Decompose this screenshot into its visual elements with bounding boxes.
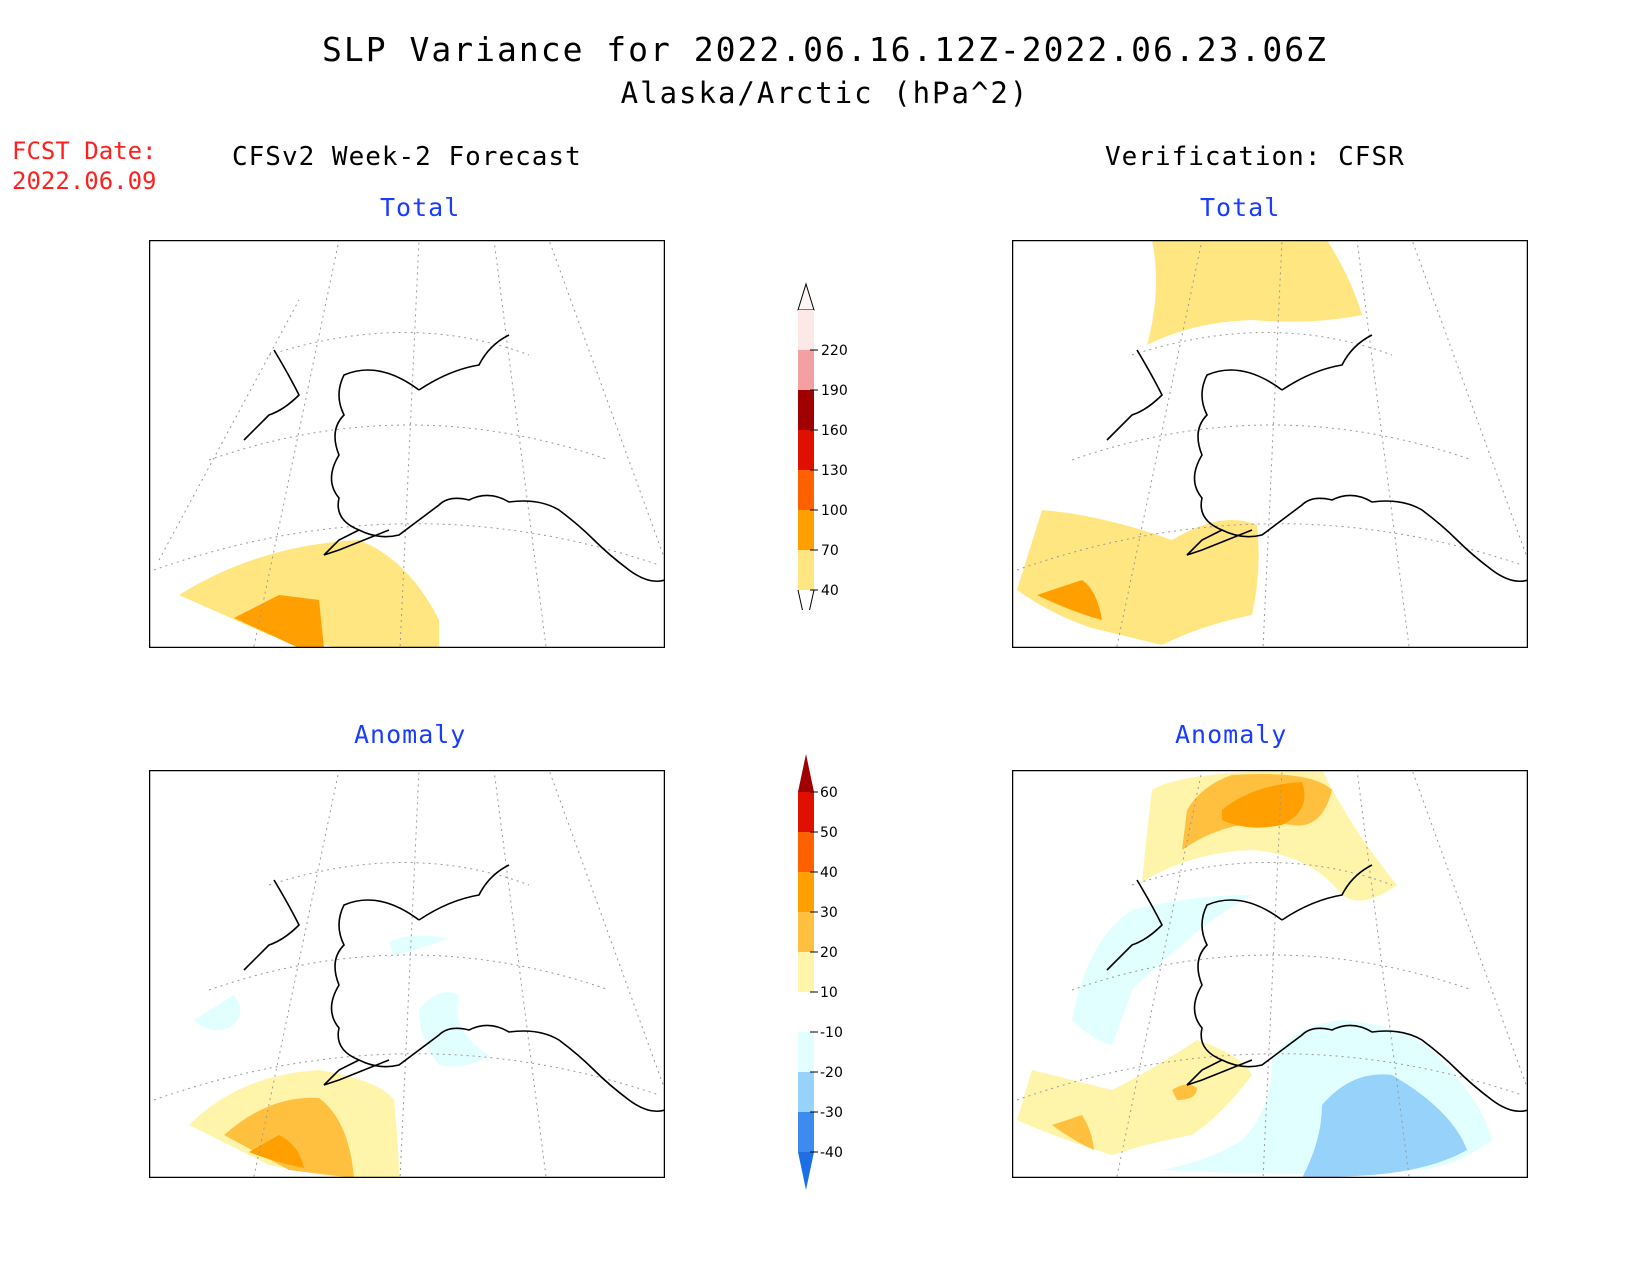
- colorbar-box: [798, 550, 814, 590]
- colorbar-top-tail: [797, 282, 815, 311]
- graticule: [153, 240, 665, 648]
- main-title: SLP Variance for 2022.06.16.12Z-2022.06.…: [322, 30, 1328, 69]
- colorbar-label: -40: [820, 1145, 843, 1161]
- colorbar-label: 220: [821, 343, 848, 359]
- colorbar-label: 20: [820, 945, 838, 961]
- colorbar-box: [798, 952, 814, 992]
- colorbar-box: [798, 430, 814, 470]
- graticule: [153, 770, 665, 1178]
- colorbar-label: 130: [821, 463, 848, 479]
- colorbar-label: 40: [820, 865, 838, 881]
- colorbar-box: [798, 1072, 814, 1112]
- verification-anomaly-title: Anomaly: [1175, 720, 1288, 749]
- forecast-total-title: Total: [380, 193, 461, 222]
- colorbar-box: [798, 992, 814, 1032]
- graticule: [1016, 770, 1528, 1178]
- colorbar-label: -10: [820, 1025, 843, 1041]
- colorbar-box: [798, 872, 814, 912]
- coastline: [1106, 864, 1528, 1113]
- forecast-total-map: [149, 240, 665, 648]
- colorbar-box: [798, 310, 814, 350]
- fcst-date-value: 2022.06.09: [12, 167, 157, 195]
- verification-total-title: Total: [1200, 193, 1281, 222]
- colorbar-box: [798, 832, 814, 872]
- colorbar-box: [798, 510, 814, 550]
- coastline: [1106, 334, 1528, 583]
- colorbar-bottom-arrow: [798, 1152, 814, 1190]
- colorbar-label: 10: [820, 985, 838, 1001]
- coastline: [243, 864, 665, 1113]
- total-colorbar: 40 70 100 130 160 190 220: [797, 282, 848, 610]
- colorbar-label: 40: [821, 583, 839, 599]
- colorbar-label: 70: [821, 543, 839, 559]
- colorbar-label: 100: [821, 503, 848, 519]
- colorbar-label: -30: [820, 1105, 843, 1121]
- subtitle: Alaska/Arctic (hPa^2): [620, 76, 1030, 110]
- colorbar-label: 160: [821, 423, 848, 439]
- fcst-date-label: FCST Date:: [12, 137, 157, 165]
- colorbar-bottom-tail: [797, 589, 815, 610]
- verification-column-title: Verification: CFSR: [1105, 142, 1405, 172]
- colorbar-box: [798, 390, 814, 430]
- forecast-anomaly-map: [149, 770, 665, 1178]
- colorbar-box: [798, 350, 814, 390]
- verification-total-map: [1012, 240, 1528, 648]
- graticule: [1016, 240, 1528, 648]
- shading: [179, 540, 439, 648]
- colorbar-box: [798, 912, 814, 952]
- colorbar-box: [798, 1112, 814, 1152]
- colorbar-label: 190: [821, 383, 848, 399]
- colorbar-box: [798, 470, 814, 510]
- colorbar-label: 50: [820, 825, 838, 841]
- forecast-column-title: CFSv2 Week-2 Forecast: [232, 142, 582, 172]
- colorbar-label: 60: [820, 785, 838, 801]
- colorbar-top-arrow: [798, 754, 814, 792]
- forecast-anomaly-title: Anomaly: [354, 720, 467, 749]
- fcst-date: FCST Date: 2022.06.09: [12, 136, 157, 196]
- coastline: [243, 334, 665, 583]
- colorbar-label: -20: [820, 1065, 843, 1081]
- colorbar-box: [798, 792, 814, 832]
- anomaly-colorbar: 60 50 40 30 20 10 -10 -20 -30 -40: [798, 754, 843, 1190]
- colorbar-box: [798, 1032, 814, 1072]
- verification-anomaly-map: [1012, 770, 1528, 1178]
- shading: [1017, 770, 1492, 1178]
- colorbar-label: 30: [820, 905, 838, 921]
